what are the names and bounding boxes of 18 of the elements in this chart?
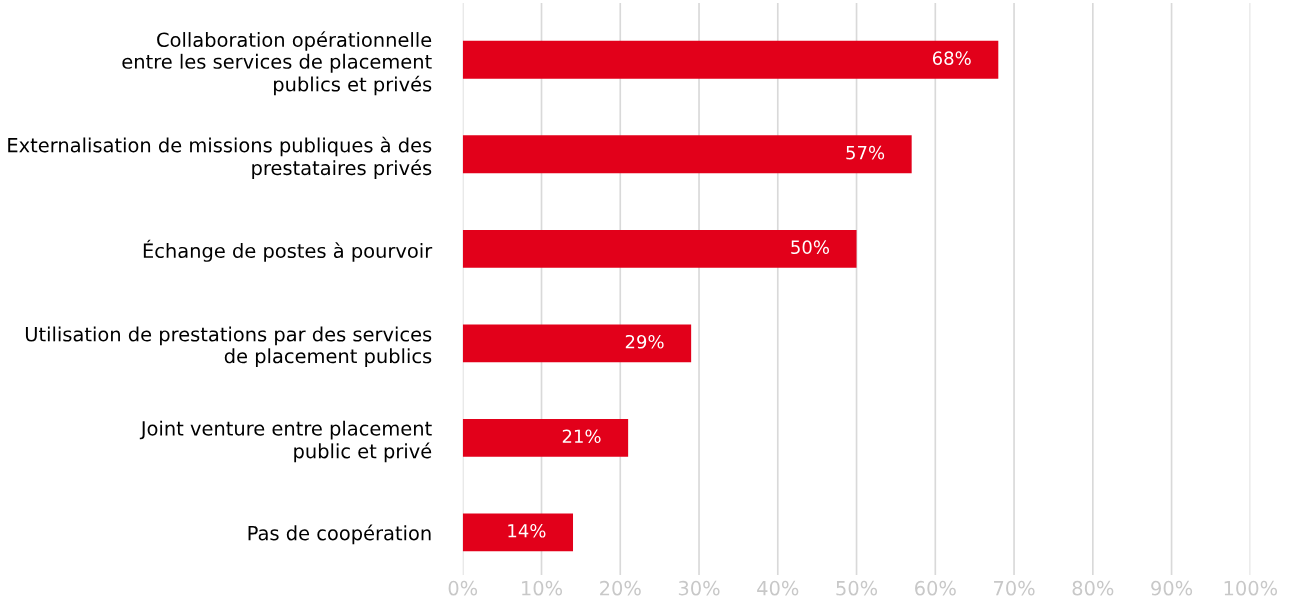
data-label: 14% bbox=[508, 523, 546, 538]
y-tick-label: Pas de coopération bbox=[248, 524, 431, 545]
bar bbox=[462, 418, 629, 457]
bar bbox=[462, 135, 912, 174]
bar bbox=[462, 324, 692, 363]
data-label: 68% bbox=[932, 51, 971, 65]
bar bbox=[462, 229, 857, 268]
y-tick-label: Utilisation de prestations par des services de placement publics bbox=[25, 326, 432, 368]
data-label: 21% bbox=[562, 429, 601, 444]
bar bbox=[462, 40, 999, 79]
y-tick-label: Collaboration opérationnelle entre les services de placement publics et privés bbox=[122, 31, 432, 96]
y-tick-label: Joint venture entre placement public et privé bbox=[139, 420, 432, 463]
y-tick-label: Externalisation de missions publiques à des prestataires privés bbox=[8, 136, 432, 179]
data-label: 50% bbox=[791, 240, 830, 255]
y-tick-label: Échange de postes à pourvoir bbox=[143, 239, 433, 262]
bar bbox=[462, 513, 574, 552]
data-label: 29% bbox=[625, 334, 664, 349]
data-label: 57% bbox=[846, 145, 885, 160]
